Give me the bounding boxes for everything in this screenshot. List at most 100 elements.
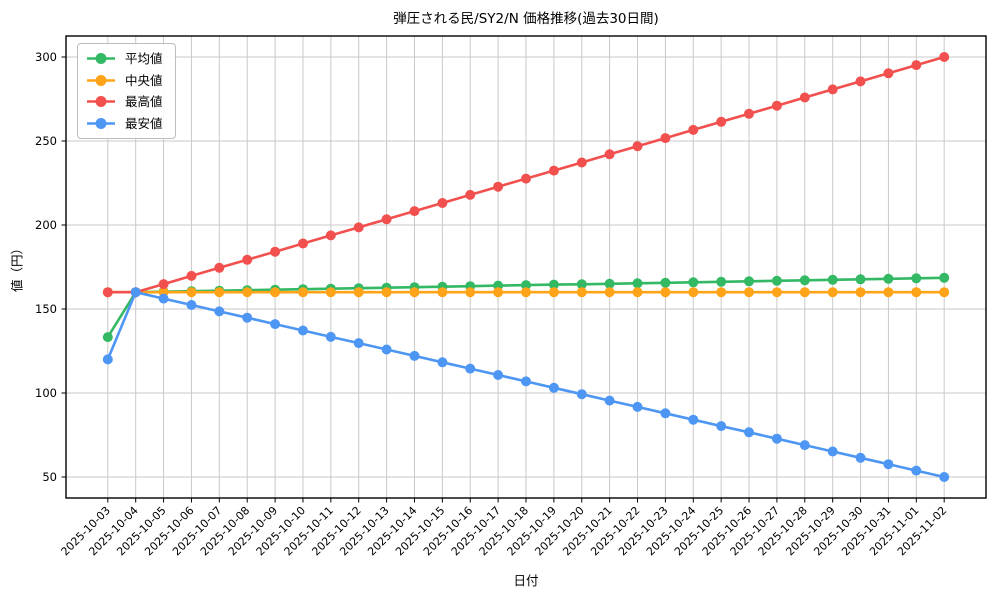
- legend-item-max: 最高値: [86, 94, 163, 109]
- series-min-marker: [827, 446, 838, 457]
- series-median-marker: [604, 287, 615, 298]
- series-max-marker: [381, 214, 392, 225]
- series-avg-marker: [827, 274, 838, 285]
- legend-label-min: 最安値: [125, 115, 163, 131]
- series-max-marker: [548, 165, 559, 176]
- series-min-marker: [855, 452, 866, 463]
- series-min-marker: [883, 459, 894, 470]
- series-min-marker: [325, 331, 336, 342]
- series-max-marker: [771, 100, 782, 111]
- series-max: [102, 52, 950, 298]
- legend-marker-min-icon: [87, 117, 115, 129]
- series-max-marker: [883, 68, 894, 79]
- legend: 平均値中央値最高値最安値: [77, 43, 176, 139]
- series-median-marker: [688, 287, 699, 298]
- series-min-marker: [465, 363, 476, 374]
- y-tick-label: 300: [35, 50, 57, 64]
- series-max-marker: [744, 108, 754, 119]
- series-avg-marker: [521, 280, 531, 291]
- legend-item-min: 最安値: [86, 116, 163, 131]
- series-avg-marker: [102, 332, 113, 343]
- series-max-marker: [214, 262, 225, 273]
- series-min-marker: [632, 401, 643, 412]
- series-max-marker: [242, 254, 253, 265]
- series-avg-marker: [911, 273, 922, 284]
- axis-ticks: [61, 56, 945, 503]
- series-max-marker: [353, 222, 364, 233]
- legend-label-median: 中央値: [125, 72, 163, 88]
- legend-item-median: 中央値: [86, 73, 163, 88]
- series-max-marker: [186, 270, 197, 281]
- x-tick-labels: 2025-10-032025-10-042025-10-052025-10-06…: [59, 504, 950, 558]
- series-min-marker: [521, 376, 531, 387]
- series-avg-marker: [939, 272, 950, 283]
- series-median-marker: [521, 287, 531, 298]
- series-median-marker: [325, 287, 336, 298]
- series-median-marker: [855, 287, 866, 298]
- series-max-marker: [521, 173, 531, 184]
- series-min-marker: [604, 395, 615, 406]
- series-median-marker: [744, 287, 754, 298]
- series-avg-marker: [688, 277, 699, 288]
- series-median-marker: [716, 287, 727, 298]
- series-max-marker: [911, 60, 922, 71]
- series-min-marker: [771, 433, 782, 444]
- x-axis-label: 日付: [513, 573, 539, 588]
- legend-label-max: 最高値: [125, 94, 163, 109]
- series-median-marker: [827, 287, 838, 298]
- series-median-marker: [409, 287, 420, 298]
- series-min-marker: [576, 389, 587, 400]
- series-max-marker: [632, 141, 643, 152]
- series-median-marker: [214, 287, 225, 298]
- series-median-marker: [548, 287, 559, 298]
- series-min-marker: [381, 344, 392, 355]
- series-min-marker: [353, 338, 364, 349]
- series-max-marker: [493, 181, 504, 192]
- series-avg-marker: [744, 276, 754, 287]
- legend-marker-avg-icon: [87, 53, 115, 64]
- series-median-marker: [799, 287, 810, 298]
- legend-marker-median-icon: [87, 74, 115, 86]
- series-min-marker: [214, 306, 225, 317]
- series-avg-marker: [799, 275, 810, 286]
- series-max-marker: [576, 157, 587, 168]
- series-median-marker: [381, 287, 392, 298]
- series-min-marker: [270, 319, 281, 330]
- series-median-marker: [270, 287, 281, 298]
- series-max-marker: [827, 84, 838, 95]
- series-max-marker: [325, 230, 336, 241]
- series-median-marker: [437, 287, 448, 298]
- series-max-marker: [437, 198, 448, 208]
- series-avg-marker: [716, 276, 727, 287]
- series-median: [102, 287, 950, 298]
- series-min-marker: [660, 408, 671, 419]
- series-max-marker: [660, 133, 671, 144]
- series-avg-marker: [576, 279, 587, 290]
- series-min-marker: [298, 325, 308, 336]
- series-min-marker: [716, 421, 727, 432]
- series-max-marker: [298, 238, 308, 249]
- legend-label-avg: 平均値: [125, 51, 163, 66]
- series-min-marker: [939, 472, 950, 482]
- series-median-marker: [771, 287, 782, 298]
- series-median-marker: [298, 287, 308, 298]
- series-min-marker: [158, 293, 169, 304]
- series-max-marker: [604, 149, 615, 160]
- series-min-marker: [437, 357, 448, 368]
- series-median-marker: [911, 287, 922, 298]
- y-tick-labels: 50 100 150 200 250 300: [35, 50, 57, 484]
- series-median-marker: [493, 287, 504, 298]
- series-median-marker: [465, 287, 476, 298]
- series-median-marker: [353, 287, 364, 298]
- y-axis-label: 値（円）: [9, 241, 25, 293]
- series-min-marker: [744, 427, 754, 438]
- series-avg-marker: [604, 278, 615, 289]
- series-min: [102, 287, 950, 482]
- series-median-marker: [576, 287, 587, 298]
- legend-item-avg: 平均値: [86, 51, 163, 66]
- series-min-marker: [493, 370, 504, 380]
- series-avg-marker: [883, 273, 894, 284]
- series-min-marker: [548, 382, 559, 393]
- series-median-marker: [186, 287, 197, 298]
